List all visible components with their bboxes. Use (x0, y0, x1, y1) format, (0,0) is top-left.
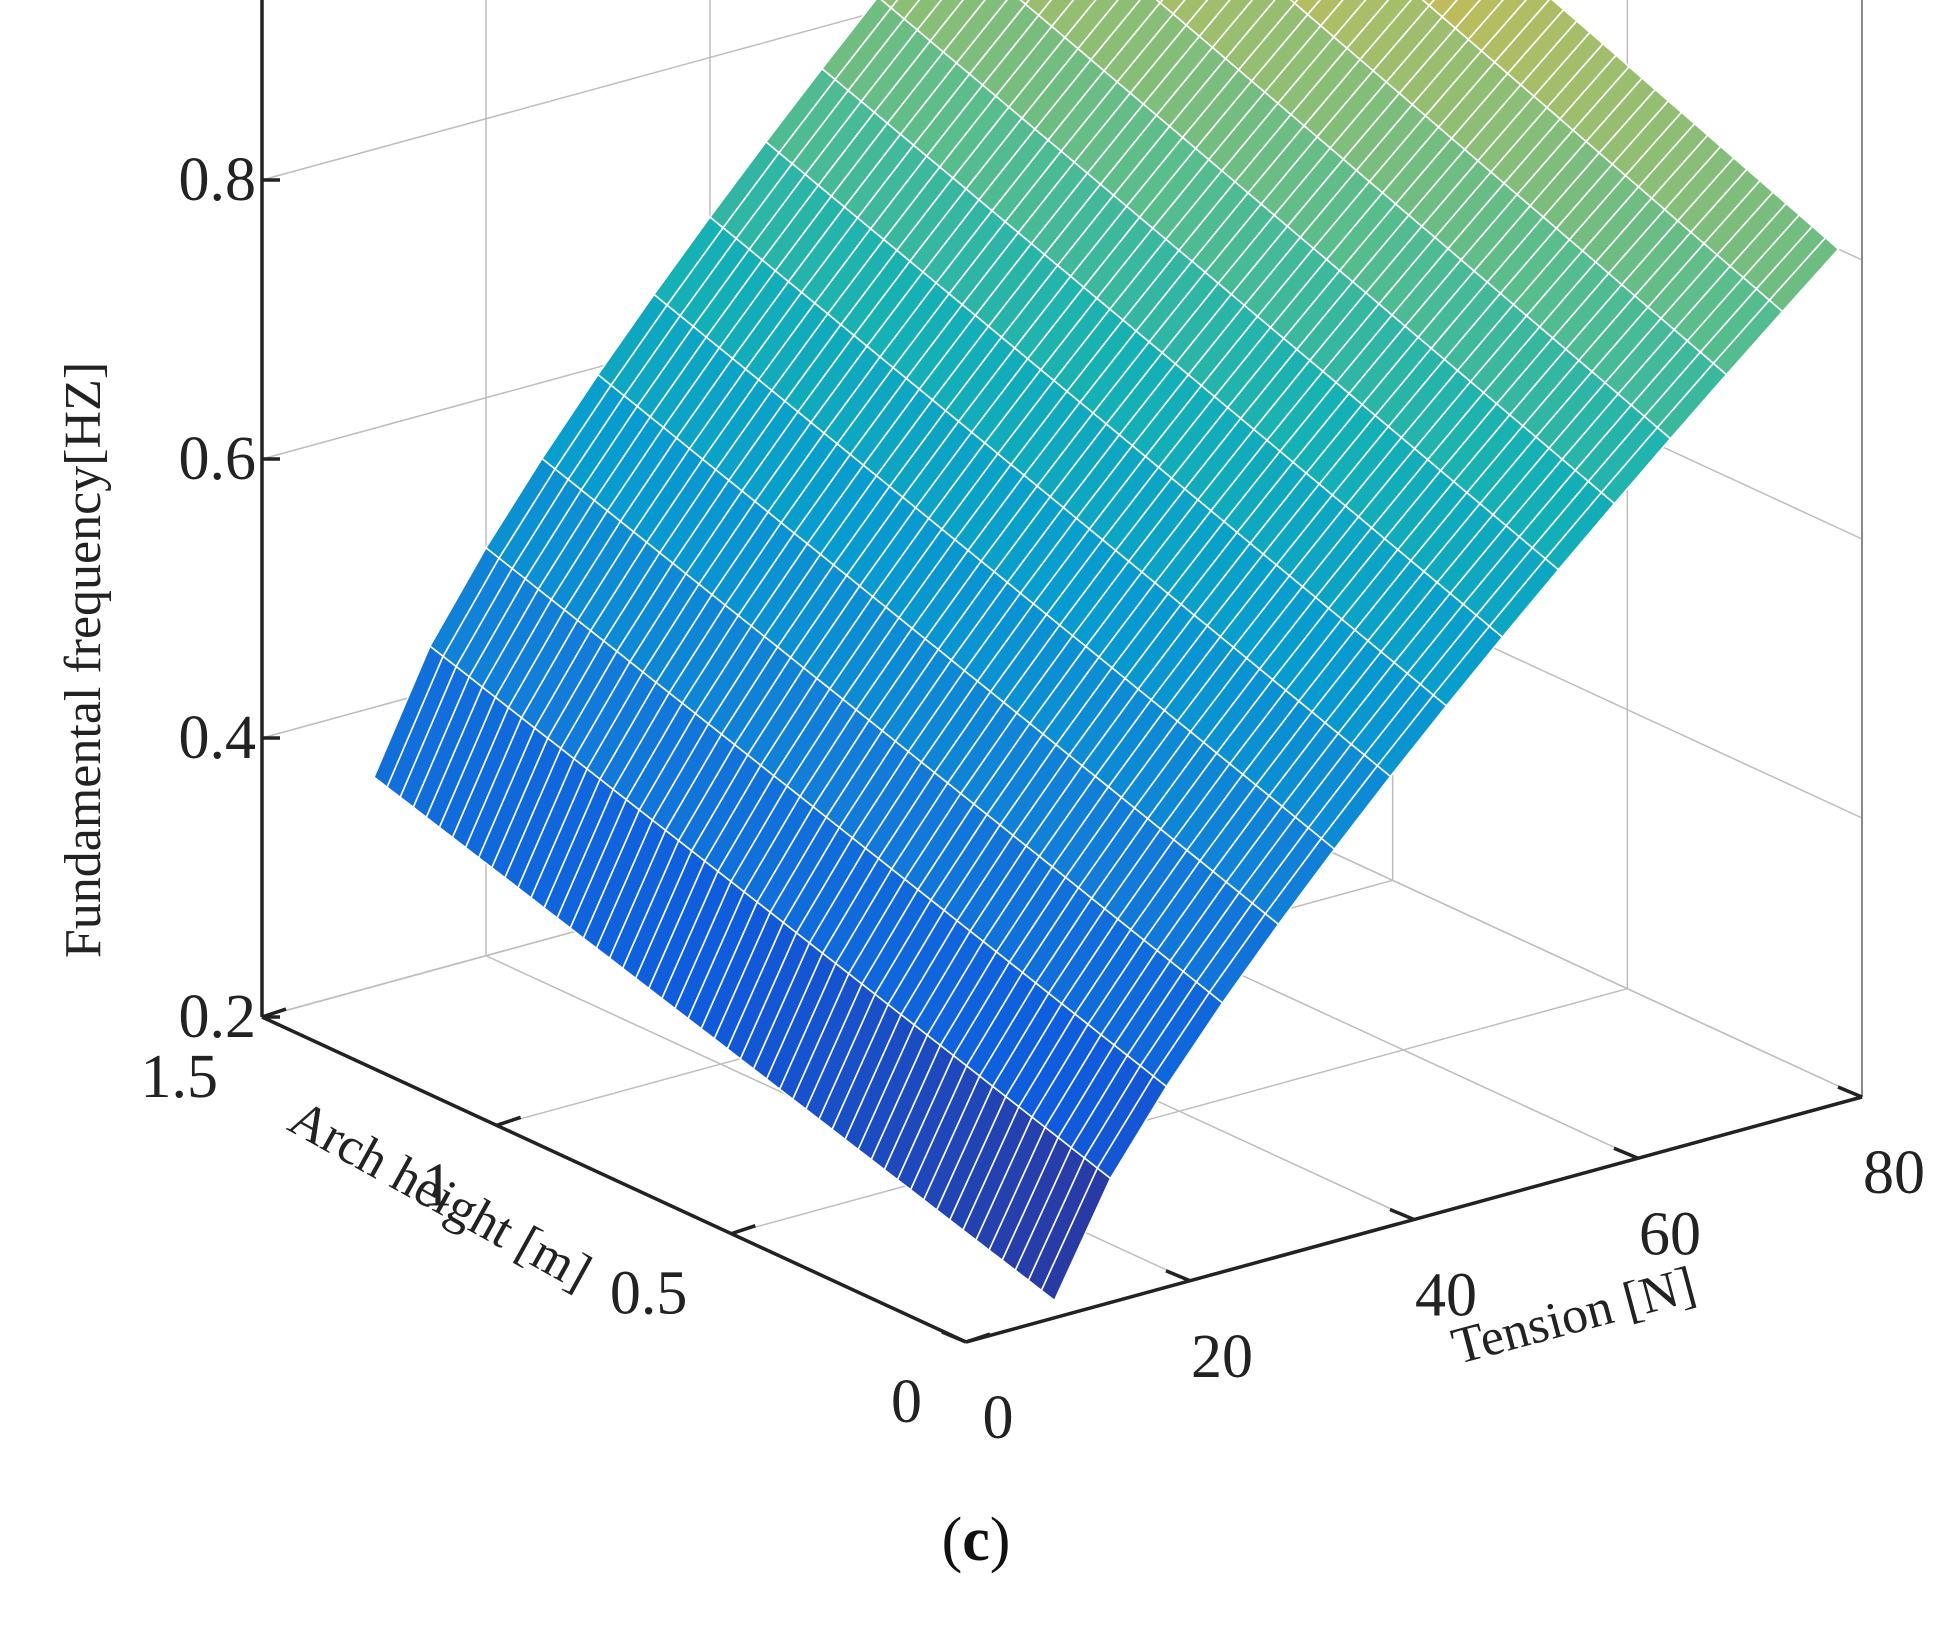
surface-cell (1441, 0, 1482, 30)
y-tick-mark (730, 1224, 756, 1236)
x-tick-label: 0 (983, 1384, 1014, 1452)
x-tick-mark (941, 1330, 967, 1344)
y-tick-mark (261, 1007, 287, 1019)
surface-cell (916, 0, 965, 43)
x-tick-mark (1165, 1269, 1191, 1283)
y-axis-line (261, 1015, 967, 1344)
surface-cell (1024, 0, 1053, 17)
y-tick-label: 1 (422, 1151, 453, 1219)
surface-cell (1306, 0, 1344, 27)
x-tick-mark (1837, 1085, 1863, 1099)
y-tick-label: 1.5 (141, 1043, 219, 1111)
surface-cell (1428, 0, 1459, 19)
surface-cell (889, 0, 921, 21)
figure-caption: (c) (941, 1506, 1011, 1574)
surface-cell (903, 0, 943, 32)
axis-layer (260, 0, 1863, 1344)
surface-cell (1319, 0, 1367, 39)
x-tick-mark (1389, 1207, 1415, 1222)
x-tick-mark (1613, 1146, 1639, 1160)
y-axis-label: Arch height [m] (280, 1089, 601, 1301)
surface-cell (1158, 0, 1186, 16)
z-tick-label: 0.8 (179, 146, 257, 214)
caption-label: c (962, 1506, 990, 1574)
y-tick-label: 0 (891, 1368, 922, 1436)
surface-layer (373, 0, 1840, 1302)
z-tick-label: 0.6 (179, 425, 257, 493)
x-axis-label: Tension [N] (1446, 1256, 1701, 1376)
floor-grid-line (731, 987, 1628, 1235)
z-tick-label: 0.2 (179, 983, 257, 1051)
z-tick-label: 0.4 (179, 704, 257, 772)
x-tick-label: 20 (1191, 1323, 1253, 1391)
x-tick-label: 60 (1639, 1200, 1701, 1268)
surface-cell (1454, 0, 1504, 41)
x-tick-label: 40 (1415, 1262, 1477, 1330)
z-axis-label: Fundamental frequency[HZ] (55, 362, 112, 958)
surface-cell (1172, 0, 1209, 27)
surface-cell (1768, 236, 1840, 313)
surface-cell (1037, 0, 1075, 28)
back-wall-grid-line (261, 0, 924, 181)
surface-cell (1421, 0, 1436, 7)
surface-cell (1185, 0, 1231, 38)
y-tick-label: 0.5 (610, 1260, 688, 1328)
y-tick-mark (496, 1115, 522, 1127)
surface-cell (1019, 0, 1031, 6)
surface-cell (1293, 0, 1322, 16)
surface-cell (880, 0, 899, 10)
surface-cell (1050, 0, 1097, 39)
x-tick-label: 80 (1863, 1139, 1925, 1207)
